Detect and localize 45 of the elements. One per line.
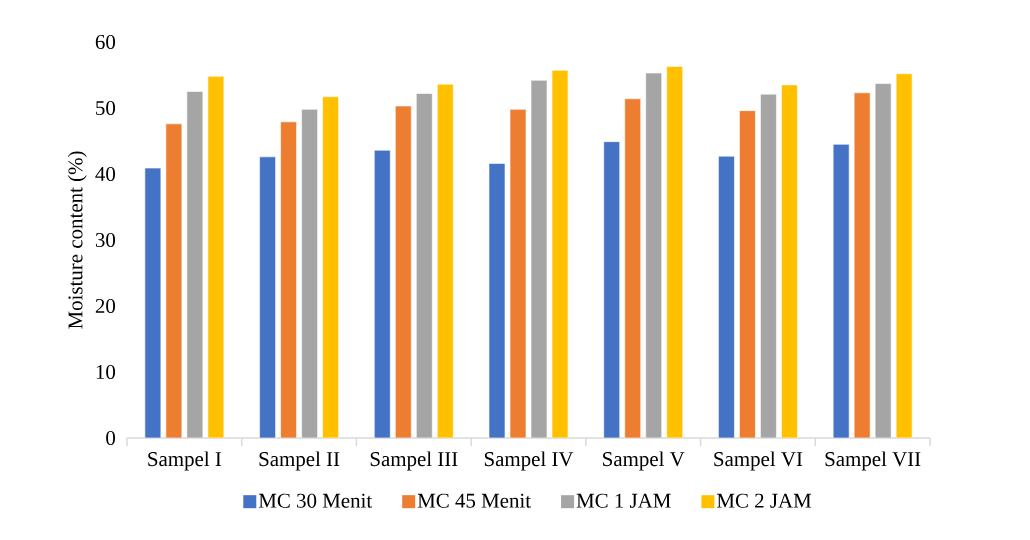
y-tick-label: 60: [95, 34, 116, 50]
bar: [624, 98, 642, 438]
bar: [718, 155, 735, 438]
x-tick-label: Sampel I: [148, 451, 222, 471]
bar: [603, 141, 621, 438]
y-tick-label: 10: [96, 364, 116, 380]
bar: [416, 93, 433, 438]
bar: [760, 93, 777, 438]
legend-label: MC 1 JAM: [576, 493, 671, 508]
legend-label: MC 2 JAM: [717, 493, 812, 508]
x-tick-label: Sampel V: [603, 451, 685, 471]
bar: [551, 70, 569, 438]
bar: [301, 109, 318, 438]
bar: [207, 76, 225, 438]
bar: [874, 83, 892, 438]
legend-label: MC 45 Menit: [417, 493, 531, 508]
legend-label: MC 30 Menit: [258, 493, 373, 508]
x-tick-label: Sampel II: [259, 451, 340, 471]
bar: [488, 163, 506, 438]
bar: [259, 156, 276, 438]
bar: [781, 84, 798, 438]
bar: [436, 83, 454, 438]
y-tick-label: 20: [95, 298, 116, 314]
bar: [895, 73, 913, 438]
bar: [374, 149, 391, 438]
bar: [395, 105, 412, 438]
y-tick-label: 50: [96, 100, 116, 116]
bar: [509, 109, 527, 438]
x-tick-label: Sampel VII: [825, 451, 921, 471]
bar: [280, 121, 297, 438]
y-tick-label: 30: [95, 232, 116, 248]
bar: [666, 66, 684, 438]
bar: [853, 92, 871, 438]
bar: [322, 96, 339, 438]
y-tick-label: 0: [106, 430, 116, 446]
bar: [645, 72, 663, 438]
x-tick-label: Sampel IV: [484, 451, 574, 471]
x-tick-label: Sampel III: [370, 451, 458, 471]
x-tick-label: Sampel VI: [714, 451, 803, 471]
y-tick-label: 40: [95, 166, 116, 182]
bar: [832, 143, 850, 438]
bar: [144, 167, 162, 438]
bar: [739, 110, 756, 438]
bar: [165, 123, 183, 438]
y-axis-title: Moisture content (%): [67, 151, 87, 329]
